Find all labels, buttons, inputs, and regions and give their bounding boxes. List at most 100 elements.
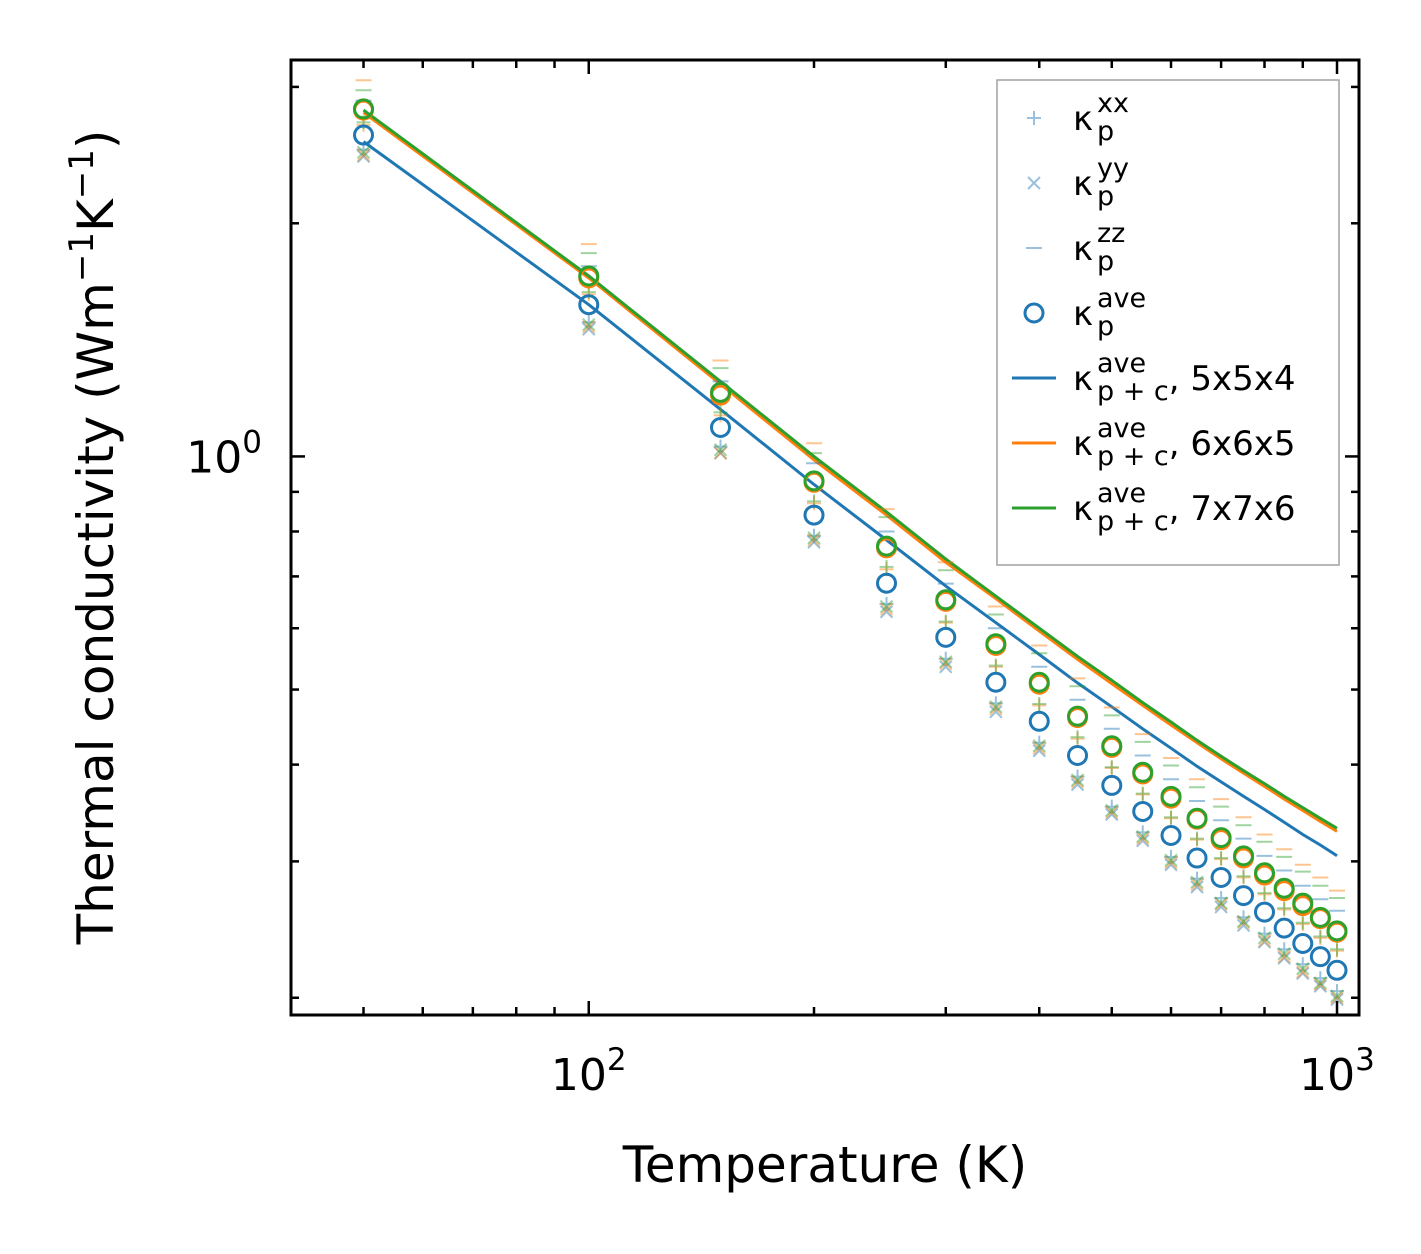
legend-swatch-kappa_p_yy — [1027, 176, 1041, 190]
kappa_p_xx-point — [1313, 971, 1328, 986]
kappa_p_ave-point — [1067, 744, 1089, 766]
kappa_p_yy-point — [1214, 900, 1228, 914]
kappa_p_ave-point — [1233, 885, 1255, 907]
kappa_p_yy-point — [1136, 834, 1150, 848]
kappa_pc_ave_7x7x6-line — [362, 108, 1338, 830]
kappa_p_xx-point — [988, 696, 1003, 711]
kappa_p_xx_6x6x5-point — [1190, 832, 1205, 847]
kappa_p_ave-point — [1186, 847, 1208, 869]
tick-layer: 102 103 100 — [186, 60, 1375, 1101]
kappa_p_yy_6x6x5-point — [1214, 897, 1228, 912]
kappa_p_ave_7x7x6-point — [1186, 807, 1208, 829]
y-axis-title-main: Thermal conductivity (Wm — [67, 282, 125, 945]
kappa_p_xx_6x6x5-point — [713, 408, 728, 423]
kappa_p_xx_7x7x6-point — [1032, 696, 1047, 711]
kappa_p_ave_7x7x6-point — [1067, 705, 1089, 727]
kappa_p_yy_7x7x6-point — [1296, 962, 1310, 976]
kappa_p_xx_7x7x6-point — [1135, 786, 1150, 801]
kappa_p_yy-point — [807, 535, 821, 549]
kappa_p_yy_7x7x6-point — [1236, 914, 1251, 929]
kappa_p_xx_7x7x6-point — [1295, 915, 1310, 930]
kappa_p_ave_7x7x6-point — [985, 633, 1007, 655]
kappa_p_yy_6x6x5-point — [1190, 877, 1204, 892]
kappa_p_yy-point — [879, 605, 894, 619]
kappa_p_yy_6x6x5-point — [356, 148, 371, 162]
kappa_p_xx_7x7x6-point — [938, 614, 953, 629]
kappa_p_yy_7x7x6-point — [1105, 803, 1119, 818]
kappa_p_yy-point — [713, 446, 728, 460]
kappa_p_yy_6x6x5-point — [1277, 949, 1291, 964]
kappa_p_xx_7x7x6-point — [1164, 810, 1179, 825]
kappa_p_xx-point — [1330, 984, 1345, 999]
kappa_p_yy-point — [1257, 935, 1272, 949]
kappa_p_yy_7x7x6-point — [713, 443, 728, 457]
y-axis-title-exp2: −1 — [62, 149, 102, 199]
kappa_p_xx_6x6x5-point — [1313, 930, 1328, 945]
legend-label-kappa_p_xx: κ xx p — [1073, 88, 1129, 147]
kappa_p_ave_7x7x6-point — [578, 265, 600, 287]
kappa_p_yy_6x6x5-point — [1164, 855, 1178, 870]
kappa_pc_ave_6x6x5-line — [362, 111, 1338, 833]
kappa_p_xx_7x7x6-point — [879, 559, 894, 574]
kappa_p_xx_6x6x5-point — [1135, 787, 1150, 802]
kappa_p_xx_6x6x5-point — [1032, 698, 1047, 713]
kappa_p_ave-point — [985, 671, 1007, 693]
kappa_p_xx_6x6x5-point — [1214, 852, 1229, 867]
kappa_p_yy_7x7x6-point — [1190, 875, 1204, 889]
kappa_p_yy_6x6x5-point — [879, 602, 894, 616]
kappa_p_ave-point — [1273, 917, 1295, 939]
kappa_p_xx_6x6x5-point — [1104, 760, 1119, 775]
kappa_p_xx_6x6x5-point — [1330, 943, 1345, 958]
kappa_p_yy-point — [1313, 979, 1328, 993]
kappa_p_ave-point — [1309, 946, 1331, 968]
kappa_p_xx-point — [713, 439, 728, 454]
kappa_p_yy-point — [1070, 777, 1085, 792]
kappa_p_xx-point — [1257, 926, 1272, 941]
kappa_p_ave_7x7x6-point — [1132, 761, 1154, 783]
kappa_p_xx_6x6x5-point — [1277, 902, 1292, 917]
kappa_p_ave_7x7x6-point — [353, 98, 375, 120]
x-axis-title: Temperature (K) — [622, 1136, 1027, 1194]
kappa_p_xx_7x7x6-point — [1190, 831, 1205, 846]
kappa_p_xx_7x7x6-point — [1214, 851, 1229, 866]
legend-label-kappa_pc_ave_5x5x4: κ ave p + c, 5x5x4 — [1073, 348, 1296, 407]
legend-label-kappa_p_zz: κ zz p — [1073, 218, 1125, 277]
kappa_p_ave_7x7x6-point — [1326, 920, 1348, 942]
kappa_p_xx-point — [581, 315, 596, 330]
kappa_p_yy-point — [1236, 918, 1251, 933]
kappa_p_xx_6x6x5-point — [581, 287, 596, 302]
kappa_p_xx_7x7x6-point — [1104, 760, 1119, 775]
kappa_p_yy_7x7x6-point — [1070, 773, 1085, 787]
kappa_p_ave_7x7x6-point — [1101, 735, 1123, 757]
kappa_p_xx-point — [807, 528, 822, 543]
marker-layer — [353, 79, 1348, 1007]
kappa_p_xx_6x6x5-point — [1257, 887, 1272, 902]
legend-swatch-kappa_p_ave — [1023, 302, 1045, 324]
kappa_p_ave-point — [1028, 710, 1050, 732]
legend-label-kappa_p_yy: κ yy p — [1073, 153, 1129, 212]
kappa_p_xx-point — [1070, 769, 1085, 784]
kappa_p_yy_7x7x6-point — [1136, 829, 1150, 844]
kappa_p_ave_7x7x6-point — [1292, 892, 1314, 914]
legend-label-kappa_pc_ave_7x7x6: κ ave p + c, 7x7x6 — [1073, 478, 1296, 537]
kappa_p_xx_6x6x5-point — [1164, 811, 1179, 826]
kappa_p_ave_7x7x6-point — [1254, 862, 1276, 884]
kappa_p_ave-point — [710, 416, 732, 438]
kappa_p_ave_7x7x6-point — [1160, 785, 1182, 807]
kappa_p_yy-point — [1032, 743, 1046, 758]
curve-layer — [362, 108, 1338, 858]
kappa_p_yy-point — [356, 149, 371, 164]
kappa_p_yy_6x6x5-point — [939, 656, 953, 671]
kappa_p_yy_6x6x5-point — [582, 320, 596, 334]
kappa_p_yy_6x6x5-point — [1257, 933, 1272, 948]
kappa_p_xx_7x7x6-point — [1330, 942, 1345, 957]
kappa_p_yy_6x6x5-point — [1313, 977, 1328, 992]
kappa_p_yy-point — [989, 705, 1003, 719]
kappa_p_yy-point — [582, 322, 596, 336]
kappa_p_yy_6x6x5-point — [1136, 831, 1150, 846]
kappa_p_ave-point — [1254, 901, 1276, 923]
kappa_p_xx-point — [1214, 891, 1229, 906]
x-tick-label: 103 — [1299, 1042, 1375, 1101]
kappa_p_ave-point — [1160, 824, 1182, 846]
y-axis-title-end: ) — [67, 130, 125, 150]
